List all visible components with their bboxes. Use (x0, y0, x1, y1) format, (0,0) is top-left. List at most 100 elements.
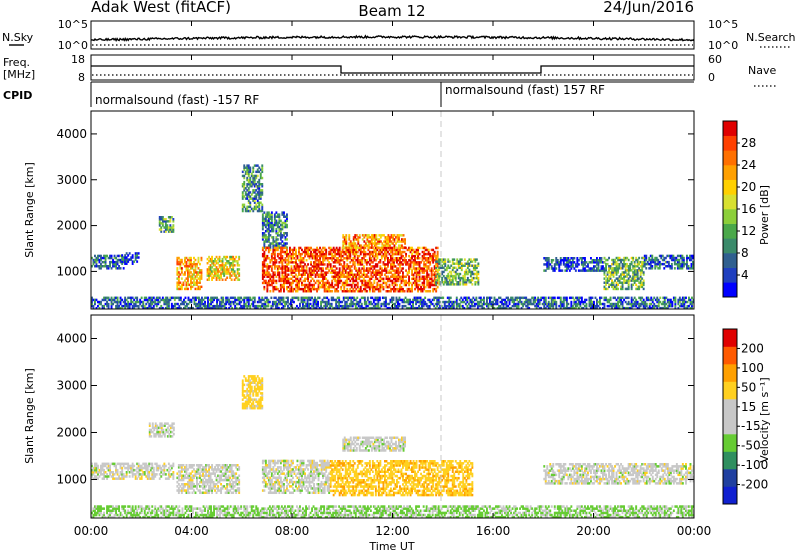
heatmap-cell (267, 227, 270, 231)
heatmap-cell (477, 281, 480, 284)
heatmap-cell (540, 296, 543, 300)
heatmap-cell (662, 300, 665, 304)
heatmap-cell (304, 283, 307, 287)
heatmap-cell (287, 267, 290, 270)
heatmap-cell (489, 298, 491, 302)
heatmap-cell (359, 248, 362, 252)
heatmap-cell (394, 304, 396, 308)
heatmap-cell (332, 269, 335, 272)
heatmap-cell (553, 302, 556, 306)
heatmap-cell (211, 272, 214, 275)
heatmap-cell (462, 274, 465, 278)
nsky-line (90, 34, 695, 42)
heatmap-cell (209, 257, 212, 261)
heatmap-cell (169, 216, 172, 219)
heatmap-cell (661, 262, 664, 266)
heatmap-cell (390, 267, 392, 270)
heatmap-cell (190, 283, 192, 287)
heatmap-cell (340, 279, 343, 283)
heatmap-cell (368, 277, 371, 281)
heatmap-cell (435, 273, 438, 276)
heatmap-cell (406, 248, 409, 252)
heatmap-cell (233, 260, 236, 263)
heatmap-cell (243, 298, 246, 302)
heatmap-cell (157, 296, 160, 300)
heatmap-cell (223, 268, 226, 271)
heatmap-cell (225, 300, 228, 304)
heatmap-cell (401, 234, 403, 237)
heatmap-cell (365, 263, 368, 266)
heatmap-cell (457, 262, 460, 265)
heatmap-cell (486, 296, 488, 300)
heatmap-cell (317, 267, 320, 270)
heatmap-cell (313, 287, 316, 291)
heatmap-cell (564, 259, 567, 262)
heatmap-cell (211, 257, 214, 261)
heatmap-cell (387, 246, 390, 249)
heatmap-cell (565, 261, 568, 264)
heatmap-cell (322, 246, 325, 250)
heatmap-cell (555, 302, 558, 306)
heatmap-cell (335, 290, 338, 293)
heatmap-cell (493, 296, 496, 300)
heatmap-cell (319, 254, 322, 258)
heatmap-cell (469, 304, 472, 308)
heatmap-cell (273, 244, 276, 247)
heatmap-cell (344, 279, 347, 283)
heatmap-cell (562, 304, 565, 308)
heatmap-cell (113, 300, 116, 304)
heatmap-cell (636, 262, 639, 266)
heatmap-cell (261, 168, 264, 171)
heatmap-cell (227, 268, 230, 271)
heatmap-cell (261, 170, 264, 174)
heatmap-cell (250, 197, 253, 200)
heatmap-cell (252, 189, 255, 192)
heatmap-cell (479, 298, 482, 302)
heatmap-cell (380, 269, 383, 272)
heatmap-cell (356, 306, 359, 309)
heatmap-cell (359, 298, 362, 302)
heatmap-cell (244, 187, 247, 190)
heatmap-cell (391, 296, 393, 300)
heatmap-cell (319, 273, 322, 276)
heatmap-cell (350, 290, 353, 293)
heatmap-cell (149, 304, 152, 308)
heatmap-cell (244, 207, 247, 211)
heatmap-cell (467, 296, 470, 300)
heatmap-cell (115, 256, 118, 260)
heatmap-cell (130, 256, 133, 259)
heatmap-cell (326, 259, 329, 262)
heatmap-cell (253, 185, 256, 188)
heatmap-cell (624, 262, 627, 266)
heatmap-cell (116, 298, 119, 302)
heatmap-cell (630, 256, 633, 260)
heatmap-cell (642, 256, 645, 260)
heatmap-cell (341, 259, 344, 262)
heatmap-cell (211, 304, 214, 308)
heatmap-cell (441, 264, 444, 267)
heatmap-cell (681, 258, 684, 262)
heatmap-cell (470, 302, 473, 306)
heatmap-cell (624, 279, 627, 282)
heatmap-cell (402, 277, 404, 281)
heatmap-cell (314, 257, 317, 260)
heatmap-cell (367, 236, 370, 239)
heatmap-cell (391, 252, 394, 256)
heatmap-cell (423, 254, 426, 258)
heatmap-cell (215, 262, 218, 265)
heatmap-cell (267, 304, 270, 308)
heatmap-cell (400, 287, 403, 291)
heatmap-cell (287, 279, 290, 283)
nsearch-tick-bottom: 10^0 (708, 39, 738, 52)
heatmap-cell (243, 185, 246, 188)
heatmap-cell (597, 300, 600, 304)
heatmap-cell (365, 290, 368, 293)
heatmap-cell (334, 275, 337, 278)
heatmap-cell (483, 296, 485, 300)
heatmap-cell (437, 300, 440, 304)
heatmap-cell (445, 283, 448, 286)
heatmap-cell (211, 278, 214, 281)
heatmap-cell (495, 298, 497, 302)
heatmap-cell (109, 256, 112, 260)
heatmap-cell (656, 306, 659, 309)
